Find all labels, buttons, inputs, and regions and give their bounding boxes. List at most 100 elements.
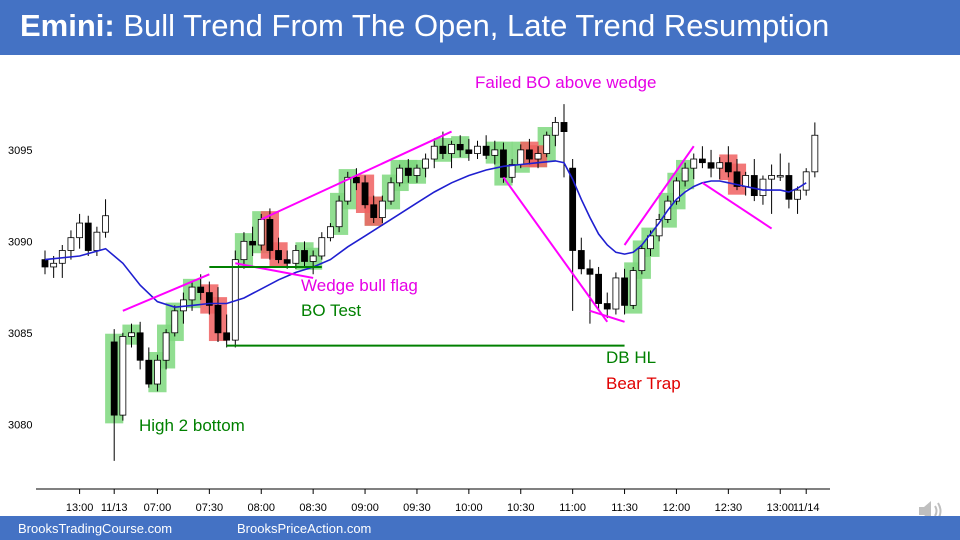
bull-candle (318, 237, 326, 257)
bull-candle (171, 310, 179, 334)
x-tick-label: 12:30 (715, 502, 743, 514)
bull-candle (102, 215, 109, 233)
annotation-bo-test: BO Test (301, 301, 361, 320)
x-tick-label: 13:00 (66, 502, 94, 514)
bull-candle (517, 149, 525, 165)
annotation-bear-trap: Bear Trap (606, 374, 681, 393)
bull-candle (387, 182, 395, 202)
bull-candle (257, 218, 265, 246)
bear-candle (603, 303, 611, 310)
x-tick-label: 07:30 (196, 502, 224, 514)
bear-candle (110, 341, 118, 416)
bear-candle (621, 277, 628, 306)
bear-candle (439, 145, 447, 154)
bull-candle (413, 167, 421, 176)
bull-candle (162, 332, 170, 361)
annotation-wedge: Wedge bull flag (301, 276, 418, 295)
db-bottom-line (589, 309, 625, 323)
bull-candle (154, 359, 161, 385)
x-tick-label: 10:30 (507, 502, 535, 514)
bear-candle (707, 162, 715, 169)
bull-candle (128, 332, 135, 337)
bull-candle (335, 200, 343, 228)
footer-bar: BrooksTradingCourse.com BrooksPriceActio… (0, 516, 960, 540)
bear-candle (283, 259, 291, 264)
bear-candle (785, 175, 793, 200)
rally-line (623, 145, 695, 246)
bear-candle (465, 149, 473, 154)
bull-candle (647, 235, 654, 250)
bull-candle (612, 277, 620, 310)
bear-candle (526, 149, 533, 160)
bear-candle (214, 304, 222, 334)
bear-candle (145, 359, 153, 385)
bear-candle (266, 218, 274, 251)
title-rest: Bull Trend From The Open, Late Trend Res… (114, 8, 830, 43)
footer-right-link[interactable]: BrooksPriceAction.com (237, 521, 372, 536)
bull-candle (327, 226, 334, 239)
bull-candle (759, 178, 767, 197)
price-chart: 3080 3085 3090 3095 13:00 11/13 07:00 07:30 08:0… (8, 73, 830, 514)
bear-candle (456, 143, 464, 151)
bull-candle (811, 134, 819, 173)
slide-title: Emini: Bull Trend From The Open, Late Tr… (20, 8, 829, 44)
bull-candle (794, 189, 801, 200)
bull-candle (690, 158, 698, 169)
bear-candle (569, 167, 577, 251)
bear-candle (352, 176, 360, 184)
bear-candle (370, 204, 378, 218)
x-tick-label: 10:00 (455, 502, 483, 514)
bear-candle (586, 268, 594, 275)
bear-candle (205, 292, 213, 306)
bull-candle (638, 248, 646, 272)
wedge-top-line (122, 273, 210, 312)
bear-candle (482, 145, 490, 156)
bear-candle (223, 332, 231, 341)
y-tick-label: 3090 (8, 236, 32, 248)
bull-candle (742, 175, 750, 187)
wedge-bottom-line (235, 262, 314, 279)
bull-flag-line (701, 181, 773, 230)
bull-candle (534, 153, 542, 160)
x-tick-label: 08:00 (247, 502, 275, 514)
bull-candle (309, 255, 317, 262)
bear-candle (733, 171, 741, 187)
bear-candle (595, 273, 602, 304)
bear-candle (301, 250, 308, 262)
x-tick-label: 08:30 (299, 502, 327, 514)
y-tick-label: 3085 (8, 328, 32, 340)
bull-candle (50, 262, 58, 268)
bull-candle (378, 200, 386, 218)
x-tick-label: 11/14 (793, 502, 820, 514)
bull-candle (448, 143, 455, 154)
bull-candle (629, 270, 637, 306)
x-tick-label: 13:00 (766, 502, 794, 514)
bear-candle (577, 250, 585, 270)
bull-candle (491, 149, 499, 156)
bull-candle (76, 222, 83, 239)
annotation-high2: High 2 bottom (139, 416, 245, 435)
annotation-db-hl: DB HL (606, 348, 656, 367)
footer-left-link[interactable]: BrooksTradingCourse.com (18, 521, 173, 536)
bear-candle (750, 175, 758, 197)
wedge-top-line-2 (260, 130, 452, 221)
x-tick-label: 07:00 (144, 502, 172, 514)
bull-candle (292, 250, 300, 264)
bull-candle (508, 164, 516, 178)
bull-candle (543, 134, 551, 154)
bear-candle (560, 122, 568, 132)
bull-candle (776, 175, 784, 178)
bull-candle (396, 167, 404, 184)
failed-bo-down-line (502, 176, 609, 323)
bull-candle (119, 336, 127, 416)
bear-candle (84, 222, 92, 251)
bull-candle (551, 122, 559, 136)
x-tick-label: 11:00 (559, 502, 586, 514)
x-tick-label: 12:00 (663, 502, 691, 514)
x-tick-label: 09:00 (351, 502, 379, 514)
title-bold: Emini: (20, 8, 115, 43)
bear-candle (275, 250, 282, 261)
bull-candle (344, 176, 352, 202)
bear-candle (41, 259, 49, 268)
bull-candle (673, 180, 680, 202)
